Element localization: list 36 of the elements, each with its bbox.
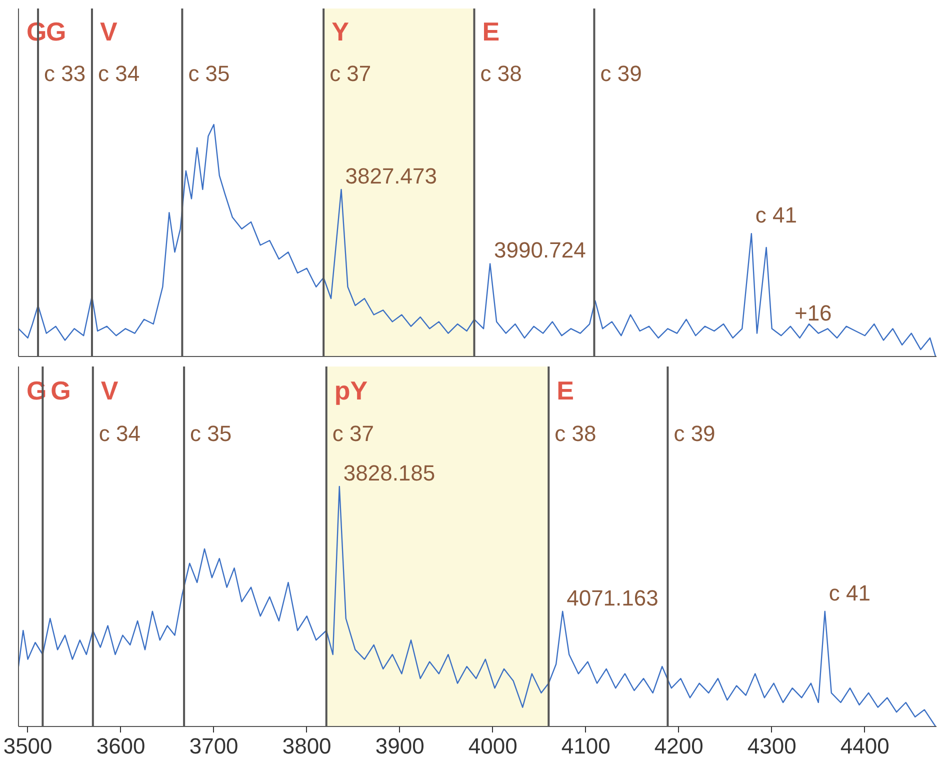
x-tick-label: 4300 bbox=[747, 734, 796, 758]
ref-line-label: c 39 bbox=[674, 421, 716, 446]
x-tick-label: 4100 bbox=[561, 734, 610, 758]
text: G bbox=[46, 16, 66, 47]
text: E bbox=[556, 376, 574, 406]
ref-line-label: c 35 bbox=[190, 421, 232, 446]
x-tick-label: 4200 bbox=[654, 734, 704, 758]
text: V bbox=[100, 376, 119, 406]
x-tick-label: 4000 bbox=[468, 734, 518, 758]
annotation: c 41 bbox=[828, 580, 870, 606]
x-tick-label: 3900 bbox=[375, 734, 424, 758]
annotation: c 41 bbox=[755, 202, 798, 228]
annotation: +16 bbox=[794, 300, 832, 326]
ref-line-label: c 38 bbox=[480, 60, 522, 86]
ref-line-label: c 39 bbox=[600, 60, 642, 86]
annotation: 4071.163 bbox=[566, 585, 658, 610]
x-tick-label: 3600 bbox=[96, 734, 146, 758]
ref-line-label: c 35 bbox=[188, 60, 230, 86]
text: E bbox=[482, 16, 500, 47]
text: pY bbox=[334, 376, 368, 406]
text: V bbox=[100, 16, 118, 47]
ref-line-label: c 37 bbox=[330, 60, 372, 86]
ref-line-label: c 34 bbox=[98, 60, 140, 86]
x-tick-label: 3700 bbox=[189, 734, 238, 758]
ref-line-label: c 37 bbox=[332, 421, 374, 446]
x-tick-label: 3800 bbox=[282, 734, 332, 758]
ref-line-label: c 38 bbox=[554, 421, 596, 446]
ref-line-label: c 33 bbox=[44, 60, 86, 86]
annotation: 3828.185 bbox=[343, 460, 436, 486]
annotation: 3827.473 bbox=[345, 163, 438, 188]
x-tick-label: 3500 bbox=[3, 734, 52, 758]
annotation: 3990.724 bbox=[494, 238, 586, 263]
x-tick-label: 4400 bbox=[840, 734, 890, 758]
ref-line-label: c 34 bbox=[98, 421, 140, 446]
text: Y bbox=[332, 16, 349, 47]
text: G bbox=[50, 376, 71, 406]
